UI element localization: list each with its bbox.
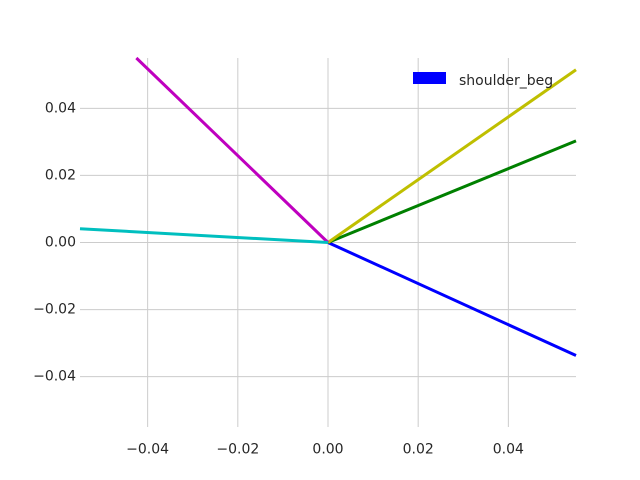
series-line-3 [327, 68, 577, 244]
x-tick-label: 0.04 [493, 442, 524, 458]
legend-swatch [413, 72, 446, 84]
x-tick-label: 0.00 [312, 442, 343, 458]
series-group [79, 56, 577, 357]
x-tick-label: −0.02 [216, 442, 259, 458]
legend: shoulder_beg [413, 72, 553, 89]
x-tick-labels: −0.04 −0.02 0.00 0.02 0.04 [126, 442, 524, 458]
x-tick-label: −0.04 [126, 442, 169, 458]
legend-label: shoulder_beg [459, 73, 553, 89]
series-line-1 [327, 241, 577, 357]
series-line-4 [135, 56, 330, 244]
y-tick-label: 0.02 [45, 167, 76, 183]
series-line-2 [327, 139, 577, 244]
y-tick-label: −0.02 [33, 302, 76, 318]
y-tick-label: 0.00 [45, 235, 76, 251]
y-tick-label: −0.04 [33, 369, 76, 385]
y-tick-label: 0.04 [45, 100, 76, 116]
y-tick-labels: −0.04 −0.02 0.00 0.02 0.04 [33, 100, 76, 384]
x-tick-label: 0.02 [403, 442, 434, 458]
series-line-5 [79, 227, 329, 244]
